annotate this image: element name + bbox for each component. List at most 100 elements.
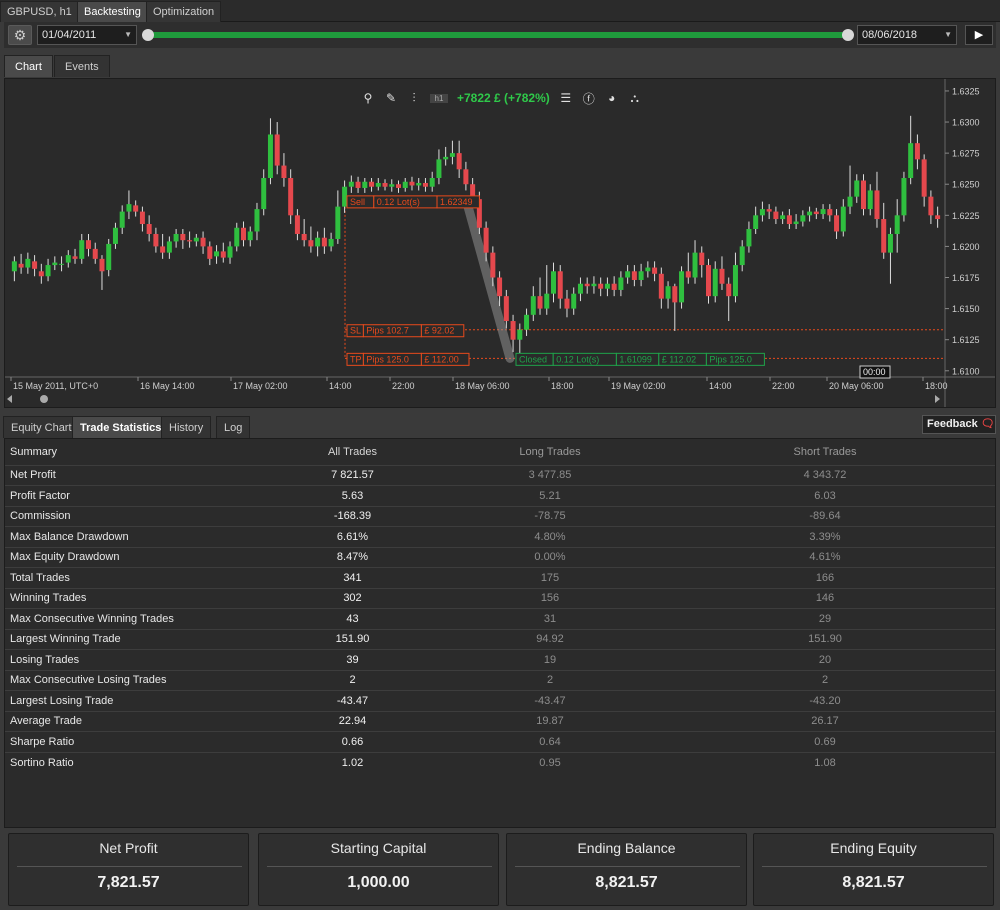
chart-toolbar: ⚲ ✎ ⫶ h1 +7822 £ (+782%) ☰ ⓕ ◕ ⛬ bbox=[361, 89, 642, 107]
candle-body bbox=[126, 204, 132, 212]
candle-body bbox=[732, 265, 738, 297]
card-label: Net Profit bbox=[99, 840, 158, 856]
chart-scrollbar[interactable] bbox=[4, 393, 944, 405]
candle-body bbox=[726, 283, 732, 297]
candle-body bbox=[409, 181, 415, 186]
facebook-icon[interactable]: ⓕ bbox=[582, 91, 595, 106]
candle-body bbox=[672, 286, 678, 303]
candle-body bbox=[517, 329, 523, 340]
price-tick-label: 1.6175 bbox=[952, 273, 980, 283]
candle-body bbox=[746, 229, 752, 247]
candle-body bbox=[753, 215, 759, 229]
statistics-body: Net Profit 7 821.57 3 477.85 4 343.72 Profit… bbox=[5, 464, 995, 773]
candle-body bbox=[766, 209, 772, 212]
candle-body bbox=[874, 190, 880, 220]
tab-events[interactable]: Events bbox=[54, 55, 110, 77]
tab-optimization[interactable]: Optimization bbox=[146, 1, 222, 22]
crosshair-label-box bbox=[859, 365, 891, 379]
price-tick-label: 1.6150 bbox=[952, 304, 980, 314]
play-button[interactable]: ▶ bbox=[965, 25, 993, 45]
candle-body bbox=[187, 240, 193, 242]
feedback-button[interactable]: Feedback 🗨 bbox=[922, 415, 996, 434]
stat-value: 0.69 bbox=[655, 731, 995, 752]
tab-chart[interactable]: Chart bbox=[4, 55, 53, 77]
candle-body bbox=[854, 180, 860, 197]
candle-body bbox=[807, 211, 813, 216]
stat-value: 26.17 bbox=[655, 710, 995, 732]
candle-body bbox=[706, 265, 711, 297]
candle-body bbox=[402, 181, 408, 188]
candle-body bbox=[551, 271, 556, 294]
top-tab-bar: GBPUSD, h1 Backtesting Optimization bbox=[0, 0, 1000, 22]
slider-end-handle[interactable] bbox=[842, 29, 854, 41]
column-header: Summary bbox=[10, 445, 58, 458]
price-tick-label: 1.6125 bbox=[952, 335, 980, 345]
period-icon[interactable]: h1 bbox=[430, 93, 448, 103]
candle-body bbox=[631, 271, 637, 280]
stat-name: Winning Trades bbox=[5, 587, 260, 609]
candle-body bbox=[719, 268, 725, 284]
candle-body bbox=[247, 231, 253, 241]
stat-value: 151.90 bbox=[655, 628, 995, 650]
table-row: Sortino Ratio 1.02 0.95 1.08 bbox=[5, 751, 995, 773]
stat-value: 43 bbox=[260, 608, 445, 629]
candle-body bbox=[261, 178, 267, 210]
candle-body bbox=[207, 246, 213, 259]
candle-body bbox=[699, 252, 705, 266]
candle-body bbox=[52, 262, 58, 266]
candle-body bbox=[914, 143, 920, 160]
zoom-icon[interactable]: ⚲ bbox=[363, 91, 373, 105]
price-tick-label: 1.6325 bbox=[952, 86, 980, 96]
closed-label-text: Closed bbox=[519, 354, 547, 364]
tab-trade-statistics[interactable]: Trade Statistics bbox=[72, 416, 170, 438]
tab-backtesting[interactable]: Backtesting bbox=[77, 1, 148, 22]
candle-body bbox=[503, 296, 509, 322]
slider-start-handle[interactable] bbox=[142, 29, 154, 41]
candle-body bbox=[921, 159, 927, 197]
gear-icon[interactable]: ⚙ bbox=[8, 25, 32, 45]
candle-body bbox=[86, 240, 91, 249]
price-chart[interactable]: 1.6325 1.6300 1.6275 1.6250 1.6225 1.6200 1.61… bbox=[4, 78, 996, 408]
profit-readout: +7822 £ (+782%) bbox=[457, 91, 550, 105]
candle-body bbox=[463, 169, 469, 185]
candle-body bbox=[935, 215, 941, 220]
time-tick-label: 14:00 bbox=[709, 381, 732, 391]
table-row: Winning Trades 302 156 146 bbox=[5, 587, 995, 609]
chart-mode-icon[interactable]: ◕ bbox=[608, 91, 616, 105]
start-date-select[interactable]: 01/04/2011 ▼ bbox=[37, 25, 137, 45]
stat-value: -43.20 bbox=[655, 690, 995, 711]
date-range-slider[interactable] bbox=[150, 32, 852, 38]
candle-body bbox=[18, 263, 24, 268]
stat-value: 175 bbox=[445, 567, 655, 588]
trade-list-icon[interactable]: ☰ bbox=[560, 91, 572, 105]
tab-history[interactable]: History bbox=[161, 416, 212, 438]
candle-body bbox=[524, 314, 530, 330]
stat-value: 0.95 bbox=[445, 751, 655, 773]
candle-body bbox=[348, 181, 354, 187]
tab-symbol[interactable]: GBPUSD, h1 bbox=[0, 1, 79, 22]
tab-equity-chart[interactable]: Equity Chart bbox=[3, 416, 80, 438]
stat-name: Max Consecutive Winning Trades bbox=[5, 608, 260, 629]
share-icon[interactable]: ⛬ bbox=[630, 90, 639, 105]
drawing-icon[interactable]: ✎ bbox=[385, 91, 397, 105]
indicators-icon[interactable]: ⫶ bbox=[412, 90, 416, 105]
candle-body bbox=[267, 134, 273, 179]
closed-label-text: 1.61099 bbox=[619, 354, 652, 364]
start-date-value: 01/04/2011 bbox=[42, 29, 97, 41]
column-header: Short Trades bbox=[793, 445, 857, 458]
table-row: Max Consecutive Losing Trades 2 2 2 bbox=[5, 669, 995, 691]
candle-body bbox=[308, 240, 314, 247]
stat-value: 4.61% bbox=[655, 546, 995, 568]
candle-body bbox=[611, 283, 617, 290]
trade-path bbox=[462, 198, 515, 363]
stat-name: Profit Factor bbox=[5, 485, 260, 506]
tab-log[interactable]: Log bbox=[216, 416, 251, 438]
candle-body bbox=[59, 263, 65, 265]
candle-body bbox=[214, 251, 220, 257]
candle-body bbox=[389, 184, 395, 187]
table-row: Max Consecutive Winning Trades 43 31 29 bbox=[5, 608, 995, 629]
candle-body bbox=[840, 206, 846, 232]
end-date-select[interactable]: 08/06/2018 ▼ bbox=[857, 25, 957, 45]
sl-label-box bbox=[420, 324, 465, 338]
chart-canvas[interactable]: 1.6325 1.6300 1.6275 1.6250 1.6225 1.6200 1.61… bbox=[5, 79, 995, 407]
